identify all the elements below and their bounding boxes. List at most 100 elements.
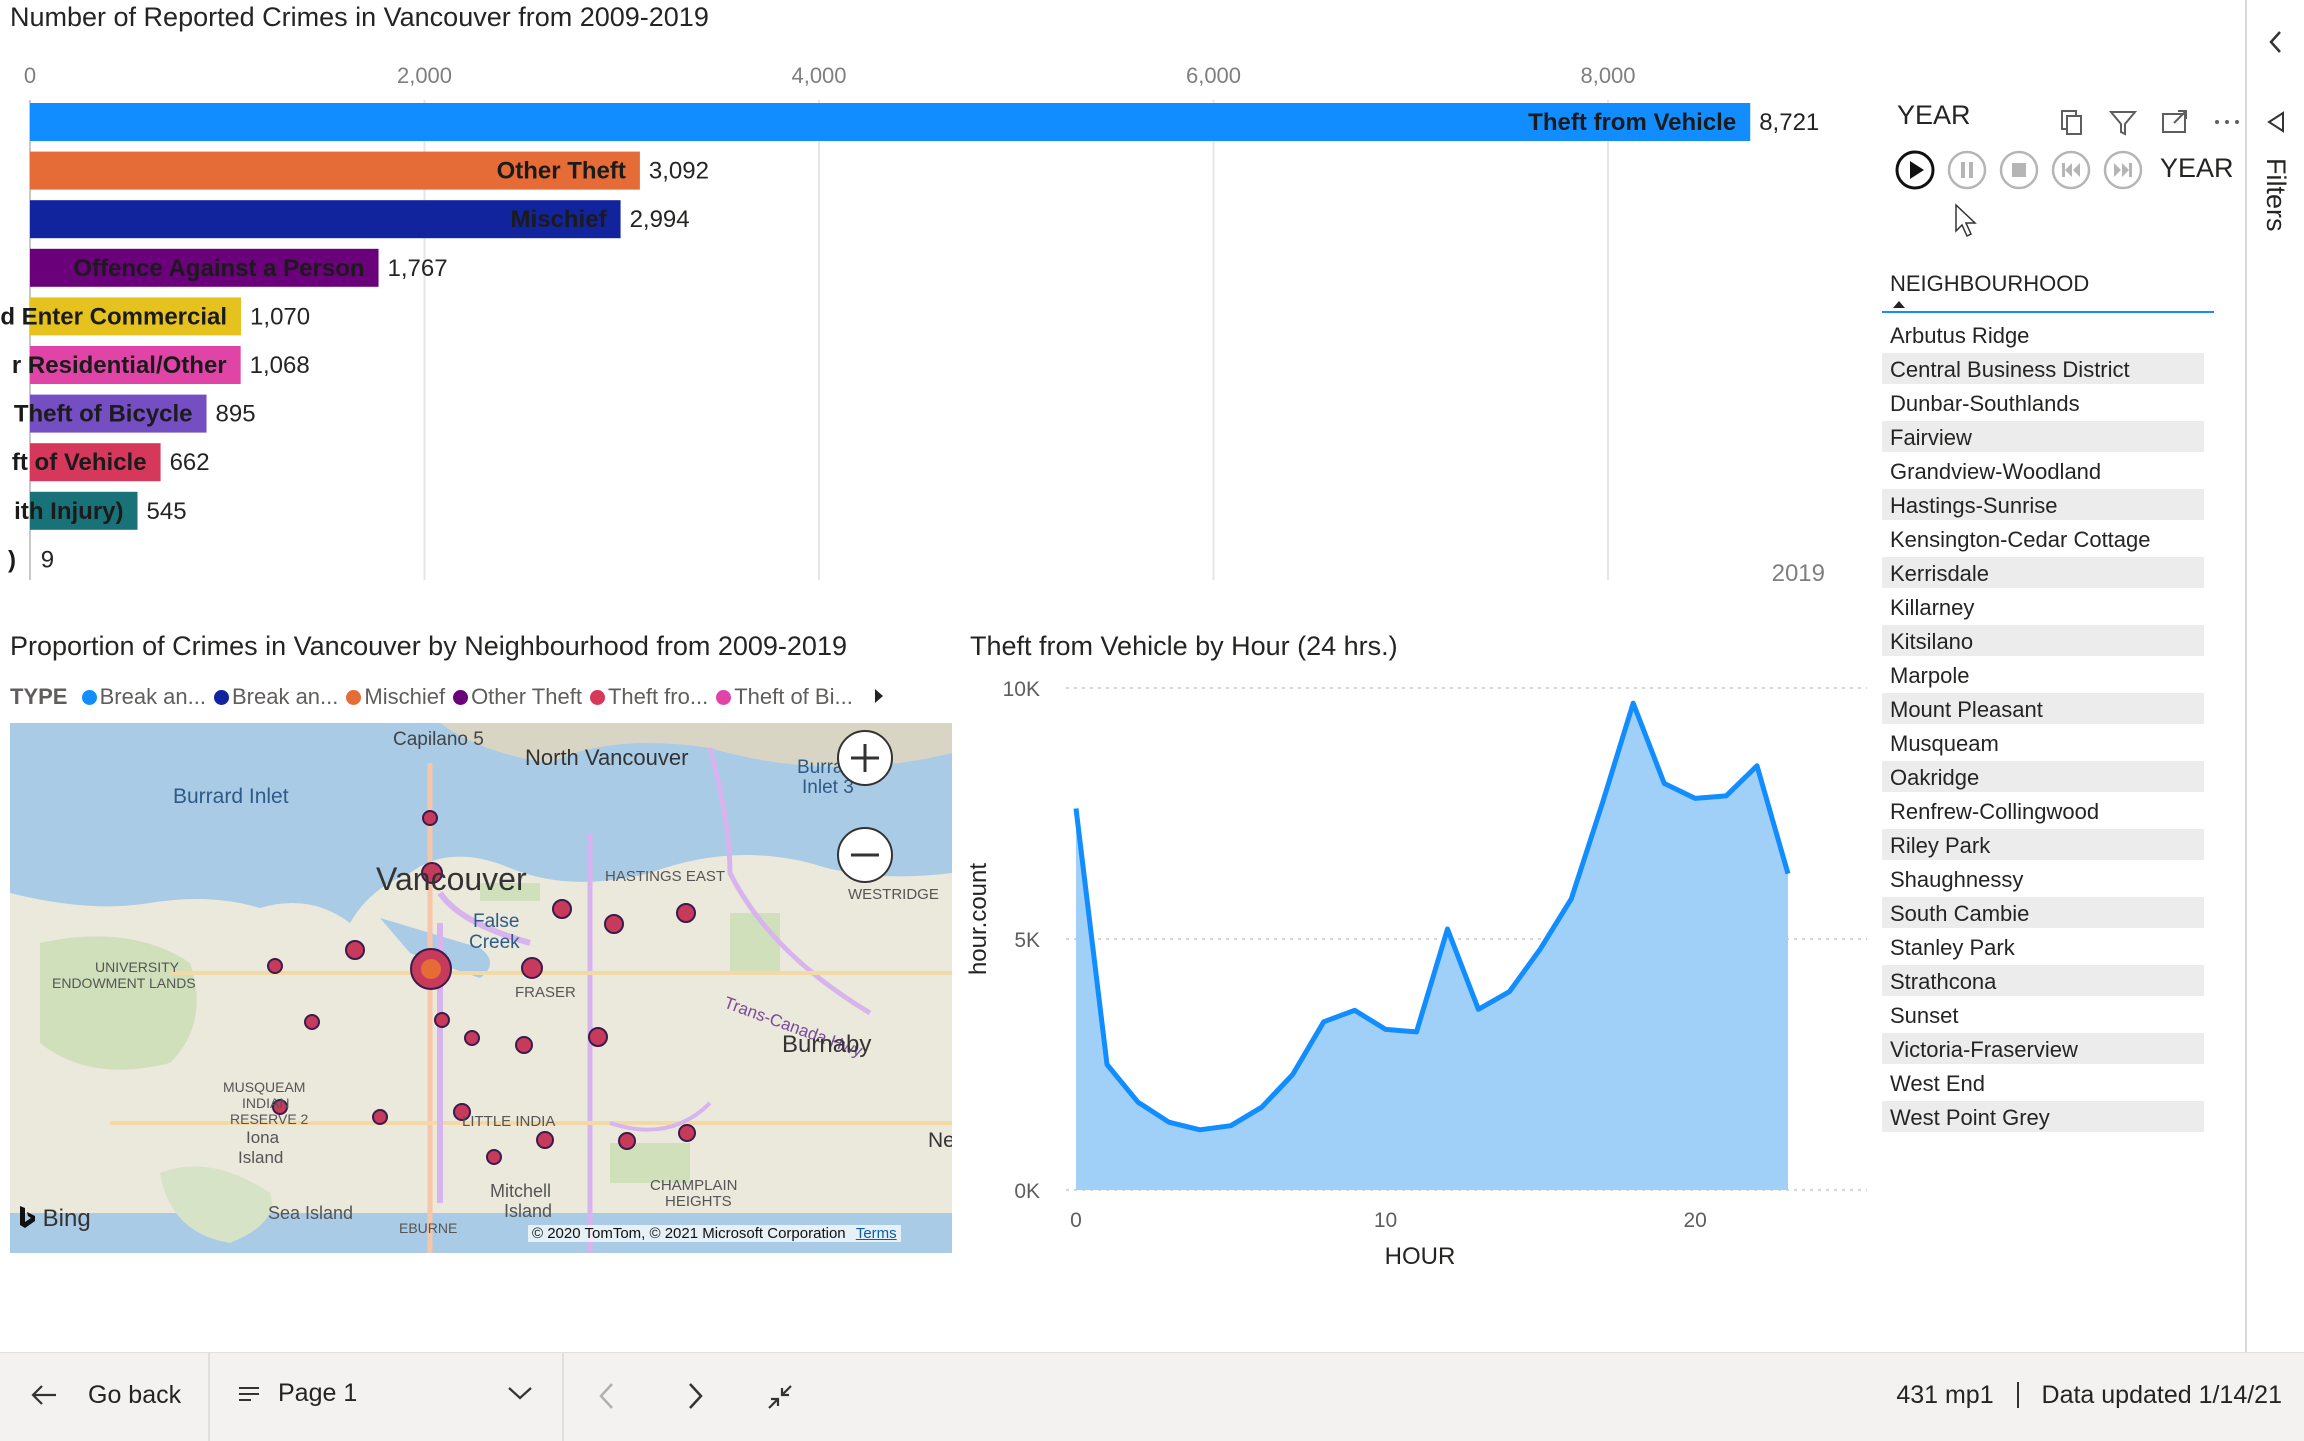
terms-link[interactable]: Terms <box>855 1225 897 1242</box>
neighbourhood-item[interactable]: West Point Grey <box>1882 1101 2204 1135</box>
play-icon[interactable] <box>1894 149 1936 191</box>
next-icon[interactable] <box>2102 149 2144 191</box>
x-tick-label: 4,000 <box>791 63 846 88</box>
x-tick-label: 0 <box>24 63 36 88</box>
neighbourhood-item[interactable]: Riley Park <box>1882 829 2204 863</box>
legend-item[interactable]: Theft fro... <box>607 684 709 709</box>
neighbourhood-item[interactable]: Marpole <box>1882 659 2204 693</box>
bar[interactable] <box>30 346 241 384</box>
footer-status: 431 mp1 Data updated 1/14/21 <box>1896 1381 2282 1410</box>
go-back-label: Go back <box>88 1380 182 1409</box>
bar[interactable] <box>30 443 161 482</box>
x-tick-label: 8,000 <box>1580 63 1635 88</box>
bar[interactable] <box>30 103 1751 141</box>
previous-page-icon[interactable] <box>592 1379 622 1413</box>
bar-category-label: ) <box>8 546 16 573</box>
copy-icon[interactable] <box>2054 105 2088 139</box>
legend-title: TYPE <box>10 684 68 709</box>
exit-fullscreen-icon[interactable] <box>764 1381 796 1413</box>
map-label: Iona <box>246 1128 280 1147</box>
neighbourhood-item[interactable]: South Cambie <box>1882 897 2204 931</box>
map-label: ENDOWMENT LANDS <box>52 975 196 991</box>
neighbourhood-item[interactable]: Kitsilano <box>1882 625 2204 659</box>
filters-pane-collapsed[interactable]: Filters <box>2245 0 2304 1352</box>
neighbourhood-map[interactable]: Capilano 5 North Vancouver Burrard Inlet… <box>10 723 952 1253</box>
zoom-in-button[interactable] <box>835 728 895 788</box>
legend-item[interactable]: Theft of Bi... <box>734 684 853 709</box>
filter-icon[interactable] <box>2106 105 2140 139</box>
bar[interactable] <box>30 200 621 239</box>
stop-icon[interactable] <box>1998 149 2040 191</box>
previous-icon[interactable] <box>2050 149 2092 191</box>
map-label: Burnaby <box>782 1031 872 1058</box>
map-label: Sea Island <box>268 1203 354 1223</box>
neighbourhood-item[interactable]: Sunset <box>1882 999 2204 1033</box>
map-label: FRASER <box>515 984 576 1001</box>
neighbourhood-item[interactable]: West End <box>1882 1067 2204 1101</box>
bar[interactable] <box>30 248 379 287</box>
x-tick-label: 2,000 <box>397 63 452 88</box>
bar[interactable] <box>30 394 207 433</box>
mouse-cursor-icon <box>1955 203 1977 238</box>
play-axis-label: YEAR <box>2160 153 2234 183</box>
neighbourhood-item[interactable]: Musqueam <box>1882 727 2204 761</box>
zoom-out-button[interactable] <box>835 825 895 885</box>
pause-icon[interactable] <box>1946 149 1988 191</box>
neighbourhood-item[interactable]: Stanley Park <box>1882 931 2204 965</box>
sort-ascending-icon[interactable] <box>1891 299 1907 309</box>
divider <box>2016 1382 2019 1408</box>
map-label: Ne <box>928 1129 952 1152</box>
neighbourhood-item[interactable]: Mount Pleasant <box>1882 693 2204 727</box>
neighbourhood-item[interactable]: Strathcona <box>1882 965 2204 999</box>
series-line[interactable] <box>1073 700 1791 1133</box>
bar[interactable] <box>30 491 138 530</box>
bing-label: Bing <box>42 1205 91 1232</box>
neighbourhood-item[interactable]: Killarney <box>1882 591 2204 625</box>
neighbourhood-item[interactable]: Arbutus Ridge <box>1882 319 2204 353</box>
report-footer: Go back Page 1 431 mp1 Data updated 1/14… <box>0 1352 2304 1441</box>
legend-dot <box>453 690 469 705</box>
map-label: CHAMPLAIN <box>650 1177 738 1194</box>
bar-category-label: r Residential/Other <box>12 352 227 379</box>
map-title: Proportion of Crimes in Vancouver by Nei… <box>10 631 847 661</box>
bar[interactable] <box>30 297 242 336</box>
neighbourhood-item[interactable]: Kensington-Cedar Cottage <box>1882 523 2204 557</box>
neighbourhood-item[interactable]: Oakridge <box>1882 761 2204 795</box>
x-tick-label: 6,000 <box>1186 63 1241 88</box>
crime-markers <box>267 810 696 1165</box>
header-underline <box>1882 311 2214 313</box>
bar-category-label: ith Injury) <box>14 498 123 525</box>
neighbourhood-item[interactable]: Fairview <box>1882 421 2204 455</box>
page-selector[interactable]: Page 1 <box>236 1379 536 1408</box>
neighbourhood-item[interactable]: Grandview-Woodland <box>1882 455 2204 489</box>
filters-label: Filters <box>2261 158 2291 232</box>
focus-mode-icon[interactable] <box>2158 105 2192 139</box>
more-options-icon[interactable] <box>2210 105 2244 139</box>
map-label: HASTINGS EAST <box>605 868 726 885</box>
neighbourhood-item[interactable]: Dunbar-Southlands <box>1882 387 2204 421</box>
legend-item[interactable]: Break an... <box>231 684 339 709</box>
go-back-button[interactable]: Go back <box>28 1379 181 1411</box>
neighbourhood-item[interactable]: Central Business District <box>1882 353 2204 387</box>
legend-scroll-right-icon[interactable] <box>873 688 885 704</box>
bar-category-label: Theft from Vehicle <box>1528 109 1736 136</box>
legend-item[interactable]: Other Theft <box>471 684 582 709</box>
next-page-icon[interactable] <box>680 1379 710 1413</box>
bar-value-label: 895 <box>216 401 256 428</box>
neighbourhood-item[interactable]: Victoria-Fraserview <box>1882 1033 2204 1067</box>
map-label: Mitchell <box>490 1181 552 1201</box>
neighbourhood-item[interactable]: Renfrew-Collingwood <box>1882 795 2204 829</box>
bar-chart-title: Number of Reported Crimes in Vancouver f… <box>10 2 709 32</box>
bar-value-label: 3,092 <box>649 158 709 185</box>
map-label: False <box>473 911 520 932</box>
arrow-left-icon <box>31 1385 56 1405</box>
neighbourhood-item[interactable]: Hastings-Sunrise <box>1882 489 2204 523</box>
chevron-down-icon <box>508 1387 532 1400</box>
neighbourhood-item[interactable]: Kerrisdale <box>1882 557 2204 591</box>
chevron-left-icon[interactable] <box>2265 28 2287 56</box>
legend-item[interactable]: Mischief <box>364 684 446 709</box>
bar[interactable] <box>30 151 640 190</box>
neighbourhood-item[interactable]: Shaughnessy <box>1882 863 2204 897</box>
legend-item[interactable]: Break an... <box>99 684 206 709</box>
bar-value-label: 545 <box>147 498 187 525</box>
